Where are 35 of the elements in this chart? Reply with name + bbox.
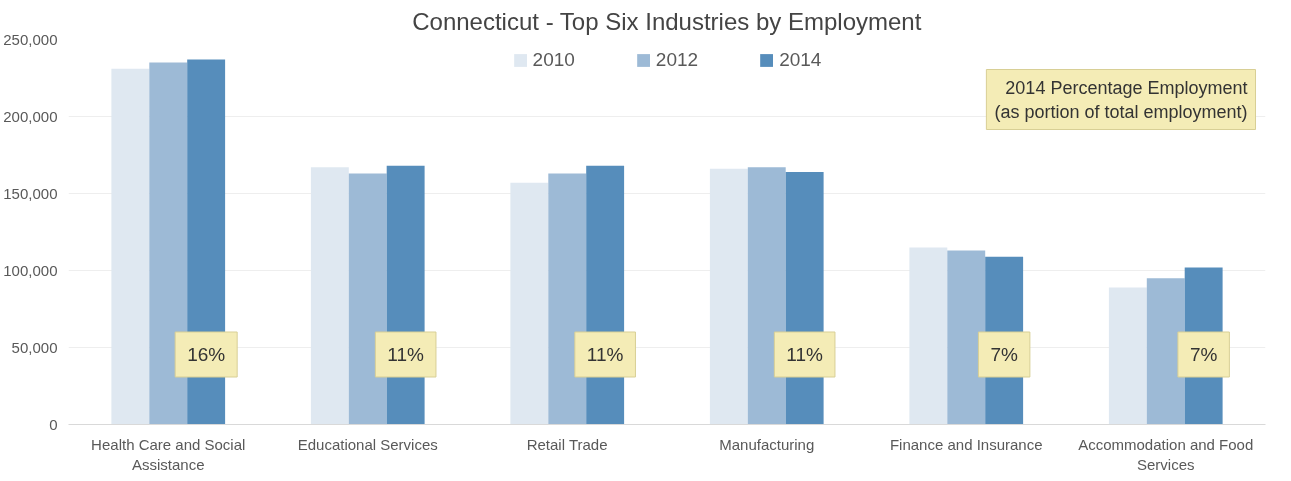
y-tick-label: 50,000 xyxy=(11,338,58,356)
x-tick-label: Accommodation and Food Services xyxy=(1078,435,1254,473)
bar xyxy=(1146,278,1185,425)
bar xyxy=(947,250,986,425)
legend-label: 2010 xyxy=(532,49,575,71)
annotation: 11% xyxy=(586,344,624,365)
bar xyxy=(310,167,349,425)
annotation: 7% xyxy=(990,344,1018,365)
bar xyxy=(111,68,150,425)
bar xyxy=(510,182,549,425)
bar xyxy=(709,168,748,425)
annotation: 16% xyxy=(187,344,226,365)
bar xyxy=(348,173,387,425)
x-tick-label: Health Care and Social Assistance xyxy=(91,435,246,473)
bar xyxy=(548,173,587,425)
y-tick-label: 250,000 xyxy=(3,30,58,48)
y-tick-label: 150,000 xyxy=(3,184,58,202)
annotation: 11% xyxy=(387,344,425,365)
x-tick-label: Manufacturing xyxy=(719,435,815,453)
bar xyxy=(909,247,948,425)
x-tick-label: Retail Trade xyxy=(526,435,608,453)
chart-title: Connecticut - Top Six Industries by Employment xyxy=(412,7,922,35)
y-tick-label: 100,000 xyxy=(3,261,58,279)
annotation: 11% xyxy=(786,344,824,365)
x-tick-label: Educational Services xyxy=(297,435,438,453)
legend-label: 2012 xyxy=(655,49,699,71)
annotation: 2014 Percentage Employment (as portion of total employment) xyxy=(994,77,1248,122)
y-tick-label: 200,000 xyxy=(3,107,58,125)
bar xyxy=(747,167,786,425)
legend-label: 2014 xyxy=(779,49,822,71)
annotation: 7% xyxy=(1189,344,1218,365)
y-tick-label: 0 xyxy=(49,415,58,433)
x-tick-label: Finance and Insurance xyxy=(889,435,1043,453)
bar xyxy=(1108,287,1147,425)
bar xyxy=(149,62,188,425)
